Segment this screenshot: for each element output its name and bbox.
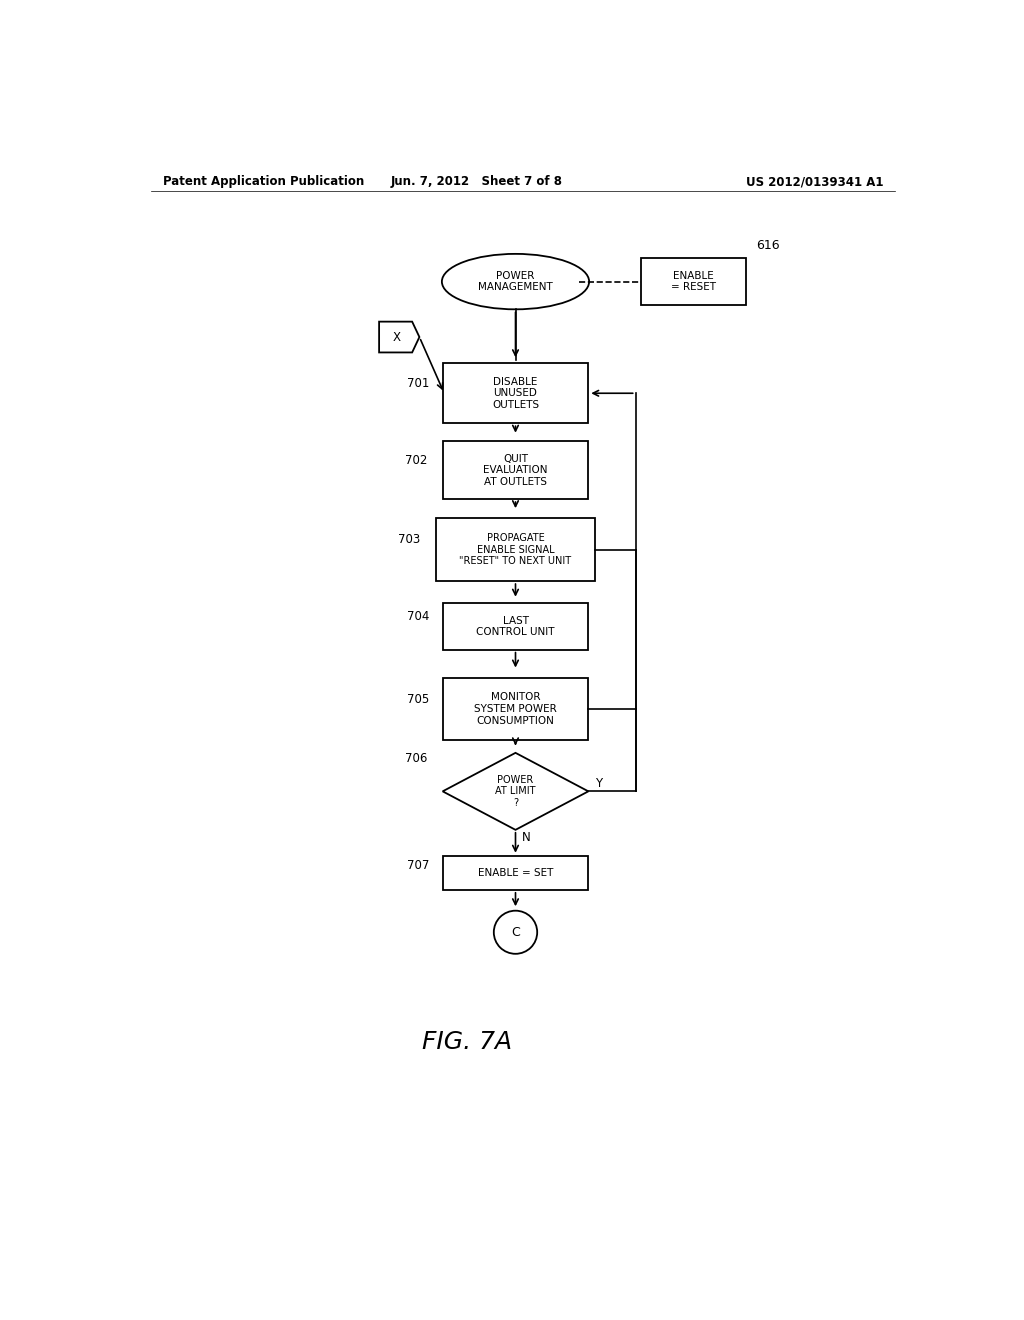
Text: QUIT
EVALUATION
AT OUTLETS: QUIT EVALUATION AT OUTLETS bbox=[483, 454, 548, 487]
Polygon shape bbox=[379, 322, 420, 352]
Text: ENABLE
= RESET: ENABLE = RESET bbox=[672, 271, 716, 293]
FancyBboxPatch shape bbox=[442, 363, 589, 424]
Text: N: N bbox=[521, 832, 530, 845]
Text: PROPAGATE
ENABLE SIGNAL
"RESET" TO NEXT UNIT: PROPAGATE ENABLE SIGNAL "RESET" TO NEXT … bbox=[460, 533, 571, 566]
Text: LAST
CONTROL UNIT: LAST CONTROL UNIT bbox=[476, 615, 555, 638]
Text: 701: 701 bbox=[407, 378, 429, 391]
Text: POWER
MANAGEMENT: POWER MANAGEMENT bbox=[478, 271, 553, 293]
Text: US 2012/0139341 A1: US 2012/0139341 A1 bbox=[746, 176, 884, 189]
Circle shape bbox=[494, 911, 538, 954]
Text: Patent Application Publication: Patent Application Publication bbox=[163, 176, 365, 189]
Text: MONITOR
SYSTEM POWER
CONSUMPTION: MONITOR SYSTEM POWER CONSUMPTION bbox=[474, 693, 557, 726]
Text: 703: 703 bbox=[397, 533, 420, 546]
Text: Y: Y bbox=[595, 776, 602, 789]
Text: 706: 706 bbox=[406, 752, 428, 766]
Text: 704: 704 bbox=[407, 610, 429, 623]
Text: FIG. 7A: FIG. 7A bbox=[423, 1031, 513, 1055]
FancyBboxPatch shape bbox=[641, 257, 746, 305]
Text: 707: 707 bbox=[407, 859, 429, 873]
Text: 702: 702 bbox=[406, 454, 428, 467]
Text: 705: 705 bbox=[407, 693, 429, 706]
Ellipse shape bbox=[442, 253, 589, 309]
FancyBboxPatch shape bbox=[436, 517, 595, 581]
Text: ENABLE = SET: ENABLE = SET bbox=[478, 869, 553, 878]
Text: DISABLE
UNUSED
OUTLETS: DISABLE UNUSED OUTLETS bbox=[492, 376, 539, 409]
FancyBboxPatch shape bbox=[442, 603, 589, 649]
Text: X: X bbox=[393, 330, 401, 343]
Polygon shape bbox=[442, 752, 589, 830]
FancyBboxPatch shape bbox=[442, 678, 589, 739]
Text: POWER
AT LIMIT
?: POWER AT LIMIT ? bbox=[496, 775, 536, 808]
FancyBboxPatch shape bbox=[442, 857, 589, 890]
FancyBboxPatch shape bbox=[442, 441, 589, 499]
Text: 616: 616 bbox=[756, 239, 779, 252]
Text: C: C bbox=[511, 925, 520, 939]
Text: Jun. 7, 2012   Sheet 7 of 8: Jun. 7, 2012 Sheet 7 of 8 bbox=[391, 176, 563, 189]
